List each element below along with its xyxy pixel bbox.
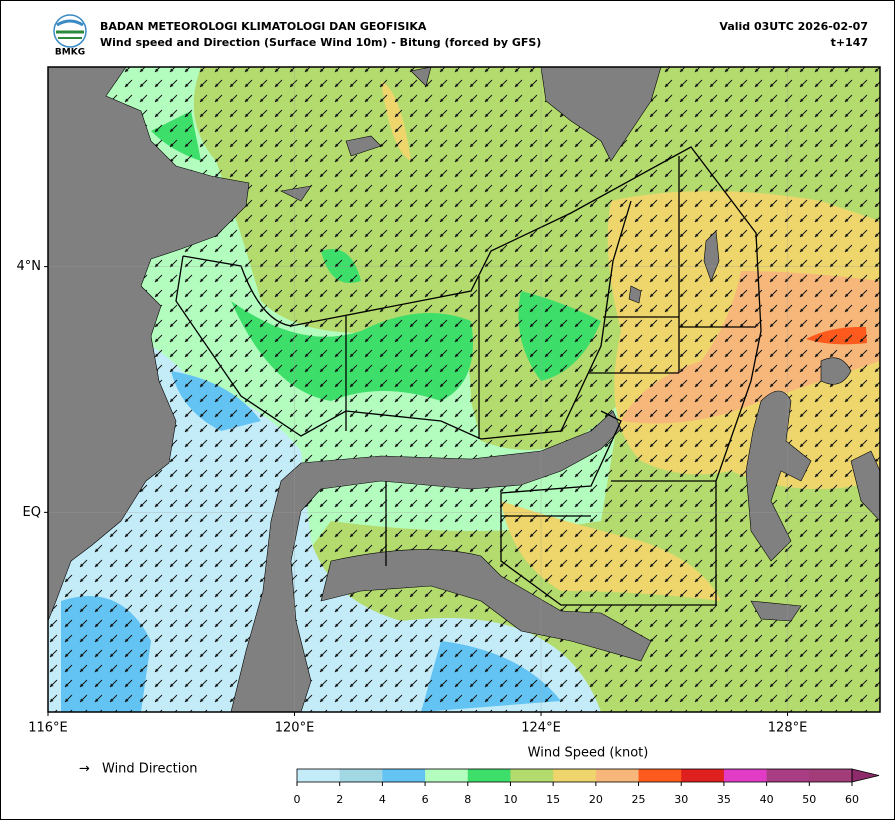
header-org: BADAN METEOROLOGI KLIMATOLOGI DAN GEOFIS…: [100, 20, 427, 33]
legend-label: Wind Direction: [102, 762, 198, 777]
header-step: t+147: [831, 36, 868, 49]
colorbar-segment: [723, 769, 768, 782]
colorbar-tick-label: 60: [845, 793, 859, 806]
y-tick-label: 4°N: [17, 259, 42, 274]
colorbar-label: Wind Speed (knot): [528, 746, 649, 761]
logo-text: BMKG: [55, 48, 85, 58]
colorbar-segment: [809, 769, 853, 782]
x-tick-label: 124°E: [521, 721, 561, 736]
colorbar-segment: [766, 769, 810, 782]
colorbar-segment: [595, 769, 640, 782]
colorbar-tick-label: 25: [632, 793, 646, 806]
colorbar-tick-label: 35: [717, 793, 731, 806]
colorbar-extend: [851, 768, 880, 783]
colorbar-tick-label: 10: [503, 793, 517, 806]
colorbar-segment: [425, 769, 469, 782]
colorbar-tick-label: 2: [336, 793, 343, 806]
legend-symbol: →: [79, 762, 90, 777]
colorbar-segment: [339, 769, 383, 782]
colorbar-tick-label: 4: [379, 793, 386, 806]
colorbar-tick-label: 8: [464, 793, 471, 806]
colorbar-tick-label: 50: [802, 793, 816, 806]
map: [48, 67, 880, 712]
colorbar-tick-label: 20: [589, 793, 603, 806]
land: [48, 67, 880, 712]
colorbar-tick-label: 40: [760, 793, 774, 806]
colorbar-segment: [553, 769, 597, 782]
colorbar-segment: [382, 769, 426, 782]
logo: BMKG: [53, 14, 87, 58]
colorbar-segment: [467, 769, 511, 782]
colorbar-tick-label: 15: [546, 793, 560, 806]
x-tick-label: 116°E: [28, 721, 68, 736]
colorbar-tick-label: 0: [294, 793, 301, 806]
map-frame: [47, 66, 881, 713]
colorbar-segment: [297, 769, 341, 782]
colorbar-tick-label: 6: [422, 793, 429, 806]
x-tick-label: 120°E: [275, 721, 315, 736]
y-tick-label: EQ: [23, 505, 41, 520]
colorbar-segment: [510, 769, 554, 782]
colorbar-segment: [681, 769, 725, 782]
colorbar-segment: [638, 769, 682, 782]
x-tick-label: 128°E: [768, 721, 808, 736]
header-valid: Valid 03UTC 2026-02-07: [719, 20, 868, 33]
header-subtitle: Wind speed and Direction (Surface Wind 1…: [100, 36, 541, 49]
colorbar-tick-label: 30: [674, 793, 688, 806]
colorbar-frame: [296, 768, 853, 783]
